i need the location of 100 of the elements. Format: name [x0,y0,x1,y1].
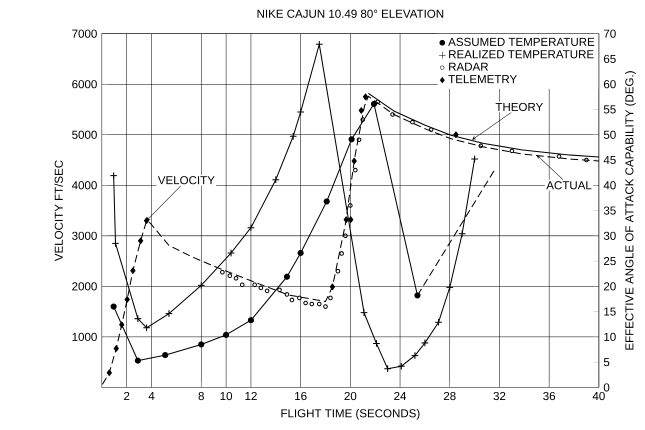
point [372,340,380,348]
point [324,198,330,205]
point [348,216,354,224]
x-tick-label: 28 [444,392,456,400]
point [434,318,442,326]
y2-tick-label: 60 [604,80,616,88]
point [228,274,232,278]
y2-tick-label: 10 [604,332,616,342]
point [310,302,314,306]
y2-tick-label: 25 [604,257,616,266]
y-tick-label: 7000 [72,30,97,38]
x-tick-label: 40 [592,392,605,400]
point [343,234,348,238]
point [264,288,270,294]
point [252,282,257,288]
x-tick-label: 36 [543,392,556,400]
point [446,284,454,292]
point [360,117,366,122]
x-axis-title: FLIGHT TIME (SECONDS) [281,409,420,420]
point [356,138,362,142]
point [247,224,255,232]
annotation: ACTUAL [546,181,592,190]
point [198,342,204,348]
y2-tick-label: 65 [604,54,616,64]
point [358,107,364,114]
y2-tick-label: 55 [604,106,616,114]
point [227,249,235,257]
point [296,108,304,116]
point [397,362,406,370]
point [197,282,206,290]
point [303,300,308,306]
legend-label: ASSUMED TEMPERATURE [448,38,594,46]
legend-label: RADAR [449,62,488,71]
y2-tick-label: 40 [604,181,616,190]
point [142,324,150,332]
point [328,296,333,300]
legend-label: TELEMETRY [448,75,517,84]
point [290,298,294,302]
y-tick-label: 2000 [72,282,97,291]
point [353,168,358,173]
point [421,339,429,347]
point [362,94,368,100]
point [453,132,459,138]
point [234,276,238,281]
point [352,158,357,164]
point [130,267,136,274]
y2-tick-label: 20 [604,282,616,291]
point [289,132,298,140]
point [410,120,415,125]
y-tick-label: 4000 [72,181,97,190]
point [162,352,168,358]
point [370,100,378,108]
legend-label: REALIZED TEMPERATURE [449,50,594,58]
y-tick-label: 5000 [72,130,97,139]
y-tick-label: 3000 [72,232,97,240]
point [134,314,142,323]
x-tick-label: 4 [148,392,154,400]
point [138,238,144,244]
x-tick-label: 16 [295,392,307,400]
point [258,286,264,290]
y-tick-label: 1000 [72,332,97,342]
point [220,270,225,275]
point [316,302,322,306]
point [110,172,118,180]
x-tick-label: 10 [220,392,232,400]
y2-tick-label: 35 [604,206,616,215]
y2-tick-label: 45 [604,156,616,164]
point [223,332,230,338]
point [510,148,514,154]
point [323,304,328,310]
point [240,282,245,288]
annotation: VELOCITY [158,176,215,184]
x-tick-label: 2 [124,392,130,400]
point [298,250,304,256]
x-tick-label: 32 [493,392,506,400]
y2-axis-title: EFFECTIVE ANGLE OF ATTACK CAPABILITY (DEG.) [625,71,636,350]
y2-tick-label: 15 [604,308,616,316]
point [344,216,349,224]
x-tick-label: 24 [394,392,406,400]
y2-tick-label: 50 [604,130,616,139]
point [330,284,336,290]
annotation: THEORY [496,102,544,112]
point [112,240,120,248]
point [375,100,380,104]
x-tick-label: 20 [344,392,356,400]
point [348,203,353,208]
y-tick-label: 6000 [72,80,97,88]
point [584,158,589,162]
point [144,217,150,224]
point [165,310,173,318]
point [390,112,395,117]
point [106,370,112,376]
y2-tick-label: 30 [604,232,616,240]
y2-tick-label: 0 [604,383,610,392]
point [284,274,290,280]
point [134,358,141,364]
point [478,144,484,148]
x-tick-label: 12 [245,392,257,400]
point [297,296,302,300]
point [339,251,344,256]
